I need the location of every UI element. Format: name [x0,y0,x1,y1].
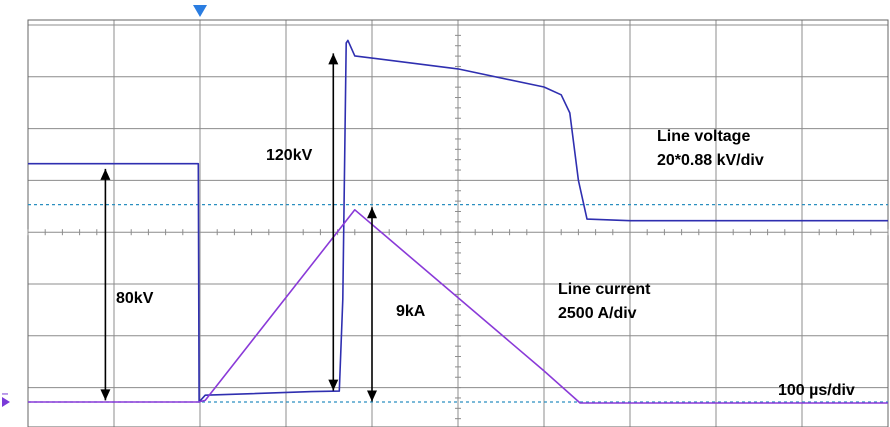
arrow-voltage-before-head-bottom [100,389,111,401]
annotation-current-peak: 9kA [396,303,426,320]
trigger-position-marker [193,5,207,17]
annotation-voltage-jump: 120kV [266,147,313,164]
grid [27,19,889,427]
arrow-current-peak-head-top [367,207,377,219]
measurement-arrows [100,53,377,402]
current-scale-label: 2500 A/div [558,305,637,322]
trace-line-voltage [28,39,888,403]
arrow-voltage-jump-head-bottom [328,379,339,391]
ground-reference-marker [2,396,10,407]
plot-frame [27,19,889,427]
arrow-current-peak-head-bottom [367,390,377,402]
arrow-voltage-before-head-top [100,168,111,180]
voltage-scale-label: 20*0.88 kV/div [657,152,764,169]
markers [2,5,207,407]
traces [28,39,888,404]
arrow-voltage-jump-head-top [328,53,339,65]
current-trace-label: Line current [558,281,651,298]
reference-levels [28,203,888,403]
trace-line-current [28,209,888,404]
voltage-trace-label: Line voltage [657,128,750,145]
time-scale-label: 100 µs/div [778,382,855,399]
annotation-voltage-before: 80kV [116,290,154,307]
